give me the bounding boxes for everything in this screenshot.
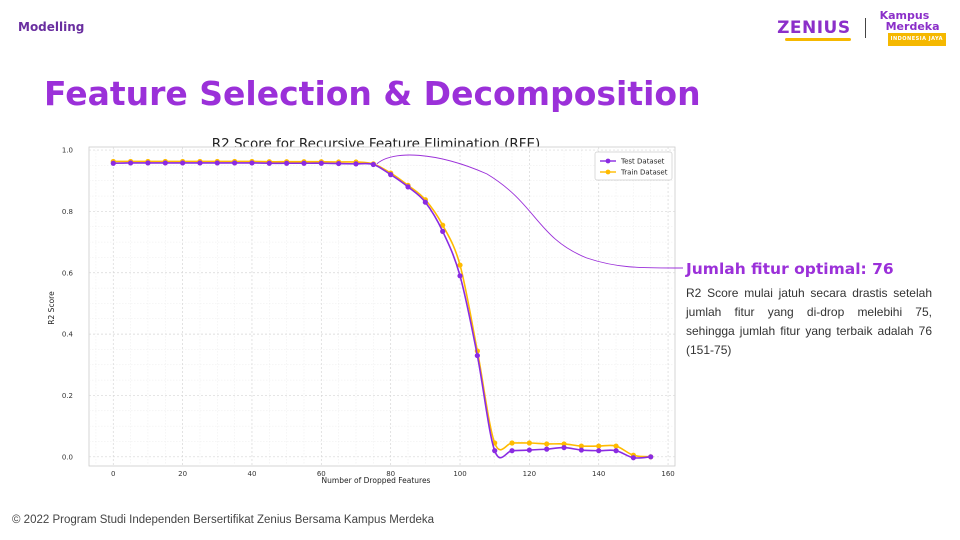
x-tick-label: 100 xyxy=(453,470,466,478)
test-series-point xyxy=(509,448,515,454)
test-series-point xyxy=(526,447,532,453)
test-series-point xyxy=(284,160,290,166)
x-axis-label: Number of Dropped Features xyxy=(322,476,431,485)
test-series-point xyxy=(214,160,220,166)
train-series-point xyxy=(544,441,550,447)
legend: Test Dataset Train Dataset xyxy=(594,151,673,181)
x-tick-label: 120 xyxy=(523,470,536,478)
x-tick-label: 140 xyxy=(592,470,605,478)
test-series-point xyxy=(232,160,238,166)
test-series-point xyxy=(440,228,446,234)
kampus-merdeka-logo: Kampus Merdeka INDONESIA JAYA xyxy=(880,10,946,46)
test-series-point xyxy=(353,161,359,167)
legend-test-label: Test Dataset xyxy=(620,158,665,166)
test-series-point xyxy=(561,444,567,451)
train-series-point xyxy=(561,441,567,447)
test-series-point xyxy=(613,448,619,454)
y-tick-label: 0.4 xyxy=(62,331,74,339)
y-tick-label: 0.2 xyxy=(62,392,73,400)
x-tick-label: 40 xyxy=(248,470,257,478)
kampus-merdeka-logo-line2: Merdeka xyxy=(885,20,940,33)
test-series-point xyxy=(578,447,584,453)
train-series-point xyxy=(457,262,463,268)
test-series-point xyxy=(301,160,307,166)
train-series-point xyxy=(509,440,515,446)
test-series-point xyxy=(405,184,411,190)
legend-train-label: Train Dataset xyxy=(620,169,668,177)
test-series-point xyxy=(266,160,272,166)
test-series-point xyxy=(370,161,376,168)
legend-train-marker xyxy=(605,169,611,175)
y-tick-label: 0.8 xyxy=(62,208,73,216)
logo-divider xyxy=(864,18,866,38)
zenius-logo: ZENIUS xyxy=(777,18,851,41)
train-series-point xyxy=(526,440,532,446)
x-tick-label: 160 xyxy=(661,470,674,478)
x-tick-label: 60 xyxy=(317,470,326,478)
kampus-merdeka-logo-line1: Kampus xyxy=(879,9,930,22)
train-series-point xyxy=(596,443,602,449)
x-tick-label: 80 xyxy=(386,470,395,478)
test-series-point xyxy=(128,160,134,166)
test-series-point xyxy=(249,160,255,166)
plot-area xyxy=(88,146,676,467)
test-series-point xyxy=(492,448,498,454)
legend-test-marker xyxy=(605,158,611,164)
test-series-point xyxy=(336,160,342,167)
test-series-point xyxy=(110,160,116,166)
footer-copyright: © 2022 Program Studi Independen Berserti… xyxy=(12,514,435,526)
x-tick-label: 20 xyxy=(178,470,187,478)
test-series-point xyxy=(197,160,203,166)
annotation-text: R2 Score mulai jatuh secara drastis sete… xyxy=(686,286,932,357)
page-title: Feature Selection & Decomposition xyxy=(44,74,701,113)
annotation-title: Jumlah fitur optimal: 76 xyxy=(686,260,894,278)
y-tick-label: 1.0 xyxy=(62,147,73,155)
train-series-point xyxy=(613,443,619,449)
test-series-point xyxy=(422,199,428,205)
kampus-merdeka-logo-line3: INDONESIA JAYA xyxy=(887,33,946,46)
test-series-point xyxy=(388,172,394,178)
rfe-line-chart: R2 Score for Recursive Feature Eliminati… xyxy=(47,136,676,485)
test-series-point xyxy=(596,448,602,454)
test-series-point xyxy=(474,352,480,359)
y-tick-label: 0.6 xyxy=(62,269,74,277)
test-series-point xyxy=(318,160,324,166)
train-series-point xyxy=(578,443,584,449)
x-tick-label: 0 xyxy=(111,470,115,478)
test-series-point xyxy=(457,273,463,279)
test-series-point xyxy=(630,455,636,461)
brand-logos: ZENIUS Kampus Merdeka INDONESIA JAYA xyxy=(777,10,946,46)
y-axis-label: R2 Score xyxy=(47,291,56,325)
test-series-point xyxy=(162,160,168,166)
y-tick-label: 0.0 xyxy=(62,453,73,461)
test-series-point xyxy=(145,160,151,166)
section-label: Modelling xyxy=(18,20,85,34)
test-series-point xyxy=(180,160,186,166)
test-series-point xyxy=(648,454,654,460)
test-series-point xyxy=(544,446,550,452)
zenius-logo-text: ZENIUS xyxy=(777,18,851,38)
axis-layer: 0 20 40 60 80 100 120 140 160 0.0 0.2 0.4 0.6 0.8 1.0 xyxy=(62,147,675,478)
